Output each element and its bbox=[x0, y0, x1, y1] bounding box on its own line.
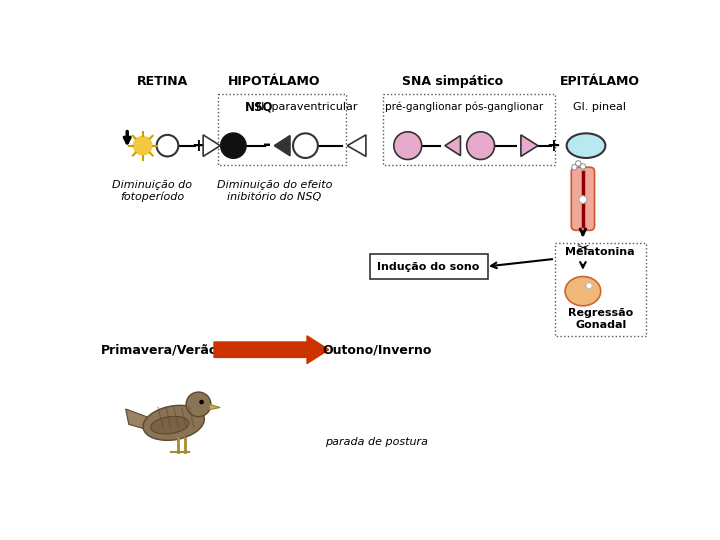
FancyBboxPatch shape bbox=[571, 167, 595, 231]
Circle shape bbox=[580, 164, 585, 169]
Polygon shape bbox=[347, 135, 366, 157]
Text: ✂: ✂ bbox=[577, 240, 589, 255]
Circle shape bbox=[221, 133, 246, 158]
Text: Diminuição do efeito
inibitório do NSQ: Diminuição do efeito inibitório do NSQ bbox=[217, 180, 332, 202]
Ellipse shape bbox=[150, 416, 189, 434]
Polygon shape bbox=[203, 135, 220, 157]
Text: HIPOTÁLAMO: HIPOTÁLAMO bbox=[228, 75, 320, 88]
Text: Outono/Inverno: Outono/Inverno bbox=[322, 343, 431, 356]
Text: Gl. pineal: Gl. pineal bbox=[573, 102, 626, 112]
Text: pós-ganglionar: pós-ganglionar bbox=[466, 102, 544, 112]
Ellipse shape bbox=[567, 133, 606, 158]
Circle shape bbox=[394, 132, 422, 159]
Polygon shape bbox=[126, 409, 150, 430]
Text: Diminuição do
fotoperíodo: Diminuição do fotoperíodo bbox=[112, 180, 192, 202]
Circle shape bbox=[579, 195, 587, 204]
Text: RETINA: RETINA bbox=[137, 75, 188, 88]
Circle shape bbox=[586, 283, 593, 289]
Text: EPITÁLAMO: EPITÁLAMO bbox=[560, 75, 640, 88]
Text: SNA simpático: SNA simpático bbox=[402, 75, 503, 88]
Ellipse shape bbox=[565, 276, 600, 306]
Text: +: + bbox=[191, 137, 204, 154]
Circle shape bbox=[572, 165, 577, 170]
Ellipse shape bbox=[143, 406, 204, 440]
Polygon shape bbox=[274, 136, 290, 156]
FancyBboxPatch shape bbox=[370, 254, 487, 279]
Text: NSQ: NSQ bbox=[245, 100, 274, 113]
Text: Regressão
Gonadal: Regressão Gonadal bbox=[568, 308, 634, 330]
Polygon shape bbox=[521, 135, 538, 157]
Text: +: + bbox=[546, 137, 560, 154]
Text: parada de postura: parada de postura bbox=[325, 437, 428, 447]
Circle shape bbox=[293, 133, 318, 158]
Polygon shape bbox=[210, 404, 220, 410]
Text: -: - bbox=[264, 136, 271, 154]
Text: pré-ganglionar: pré-ganglionar bbox=[384, 102, 462, 112]
Circle shape bbox=[186, 392, 211, 417]
Text: Primavera/Verão: Primavera/Verão bbox=[101, 343, 218, 356]
Circle shape bbox=[467, 132, 495, 159]
Text: Indução do sono: Indução do sono bbox=[377, 261, 480, 272]
Circle shape bbox=[157, 135, 179, 157]
Circle shape bbox=[575, 161, 581, 166]
Text: N. paraventricular: N. paraventricular bbox=[256, 102, 358, 112]
Polygon shape bbox=[214, 336, 329, 363]
Polygon shape bbox=[445, 136, 461, 156]
Circle shape bbox=[199, 400, 204, 404]
Text: Melatonina: Melatonina bbox=[565, 247, 635, 257]
Circle shape bbox=[133, 137, 152, 155]
